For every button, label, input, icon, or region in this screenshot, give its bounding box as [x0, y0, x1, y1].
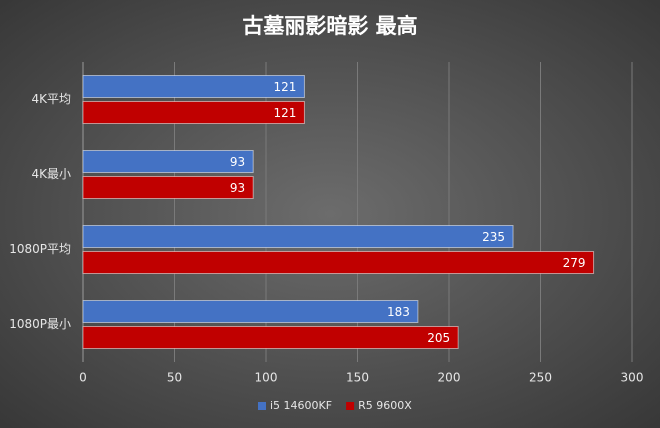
x-tick-label: 200 [438, 371, 461, 385]
value-label: 121 [274, 80, 297, 94]
x-tick-label: 300 [621, 371, 644, 385]
bar [82, 176, 254, 199]
bar [82, 150, 254, 173]
legend-label: i5 14600KF [270, 399, 332, 412]
x-tick-label: 0 [79, 371, 87, 385]
y-tick-label: 4K平均 [31, 92, 71, 106]
x-tick-label: 100 [255, 371, 278, 385]
bar [82, 225, 514, 248]
x-tick-label: 250 [529, 371, 552, 385]
y-tick-label: 4K最小 [31, 167, 71, 181]
bar [82, 326, 459, 349]
value-label: 279 [563, 256, 586, 270]
bar [82, 101, 305, 124]
bar [82, 75, 305, 98]
value-label: 235 [482, 230, 505, 244]
value-label: 93 [230, 155, 245, 169]
legend-label: R5 9600X [358, 399, 412, 412]
x-tick-label: 50 [167, 371, 182, 385]
bar [82, 300, 419, 323]
value-label: 93 [230, 181, 245, 195]
legend-swatch [258, 402, 266, 410]
bar [82, 251, 595, 274]
legend-swatch [346, 402, 355, 410]
x-tick-label: 150 [346, 371, 369, 385]
chart-title: 古墓丽影暗影 最高 [242, 14, 417, 38]
y-tick-label: 1080P最小 [9, 317, 71, 331]
value-label: 121 [274, 106, 297, 120]
y-tick-label: 1080P平均 [9, 242, 71, 256]
value-label: 183 [387, 305, 410, 319]
value-label: 205 [427, 331, 450, 345]
